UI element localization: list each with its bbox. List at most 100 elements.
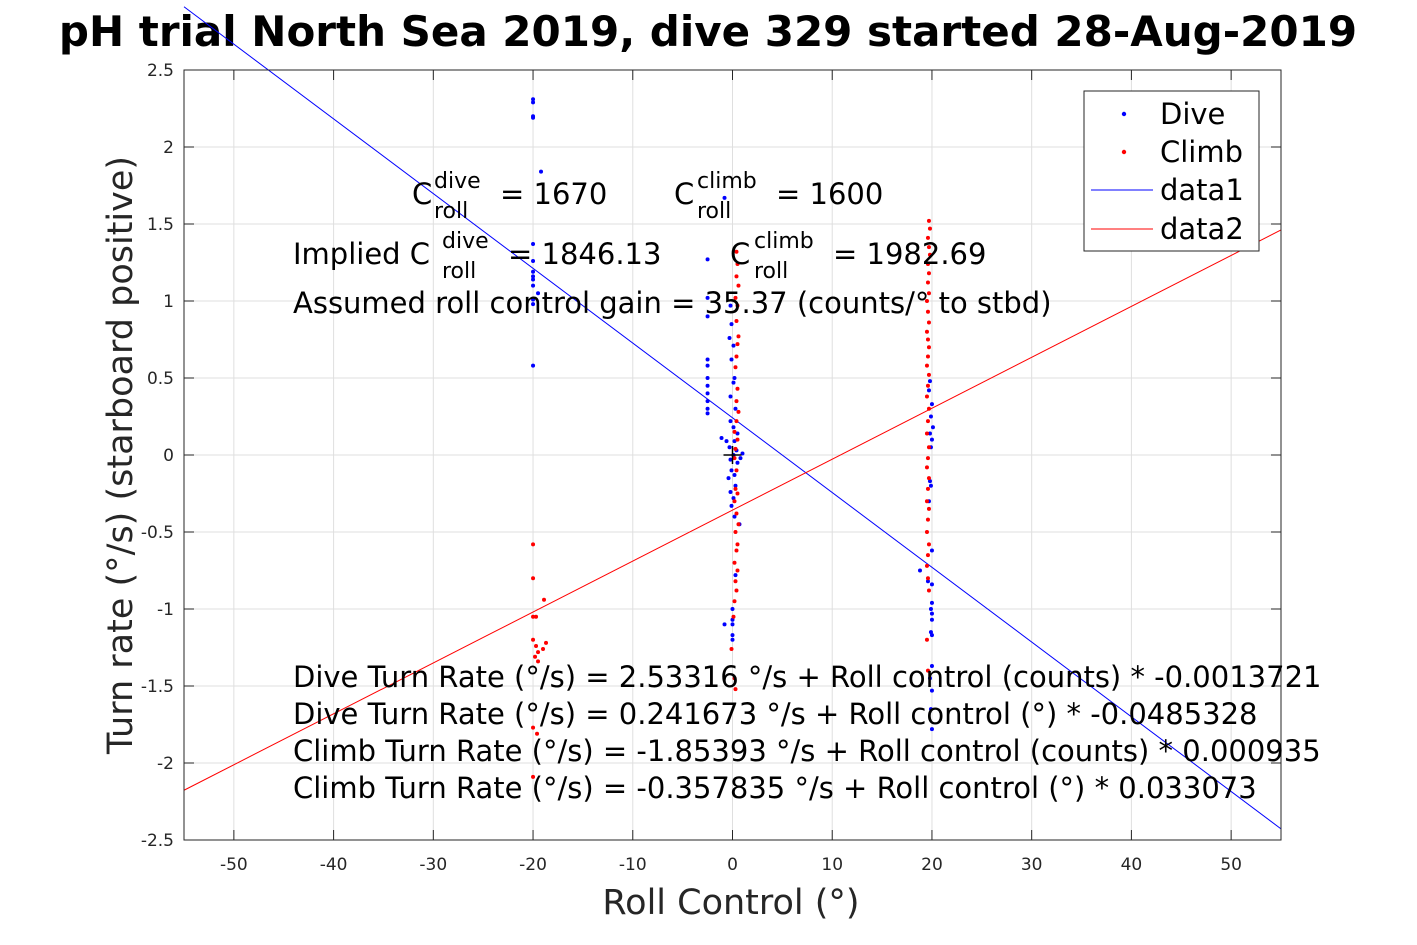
dive-point	[926, 388, 931, 393]
dive-point	[928, 707, 933, 712]
climb-point	[734, 548, 739, 553]
cdive-annotation: C dive roll = 1670	[412, 169, 607, 224]
dive-point	[531, 242, 536, 247]
climb-point	[926, 291, 931, 296]
legend-dive-label: Dive	[1160, 97, 1225, 131]
dive-point	[929, 611, 934, 616]
climb-point	[534, 614, 539, 619]
cclimb-sub: roll	[697, 199, 731, 224]
dive-point	[705, 399, 710, 404]
dive-point	[929, 437, 934, 442]
dive-point	[705, 314, 710, 319]
dive-point	[929, 688, 934, 693]
climb-point	[732, 429, 737, 434]
climb-point	[735, 568, 740, 573]
legend-data2-label: data2	[1160, 212, 1244, 246]
gain-annotation: Assumed roll control gain = 35.37 (count…	[293, 286, 1052, 320]
climb-point	[732, 456, 737, 461]
dive-point	[539, 169, 544, 174]
climb-point	[925, 576, 930, 581]
legend: Dive Climb data1 data2	[1083, 90, 1260, 252]
climb-point	[734, 249, 739, 254]
dive-point	[705, 411, 710, 416]
dive-point	[730, 607, 735, 611]
climb-point	[536, 659, 541, 664]
implied-climb-value: = 1982.69	[833, 237, 986, 271]
dive-point	[724, 439, 729, 444]
x-tick-label: 30	[1021, 855, 1043, 875]
dive-point	[727, 335, 732, 340]
dive-point	[722, 195, 727, 200]
legend-climb-marker	[1121, 149, 1127, 155]
dive-point	[705, 406, 710, 411]
climb-point	[925, 383, 930, 388]
dive-point	[729, 468, 734, 473]
dive-point	[732, 514, 737, 519]
dive-point	[735, 431, 740, 436]
dive-point	[732, 473, 737, 478]
dive-point	[928, 630, 933, 635]
cclimb-annotation: C climb roll = 1600	[674, 169, 883, 224]
climb-point	[734, 588, 739, 593]
eq-line-1: Dive Turn Rate (°/s) = 2.53316 °/s + Rol…	[293, 660, 1321, 694]
y-tick-label: -1	[157, 600, 174, 620]
implied-climb-sup: climb	[754, 229, 814, 254]
dive-point	[929, 402, 934, 407]
cdive-sup: dive	[434, 169, 481, 194]
dive-point	[728, 419, 733, 424]
implied-climb-base: C	[730, 237, 750, 271]
climb-point	[544, 640, 549, 645]
dive-point	[731, 496, 736, 501]
dive-point	[929, 548, 934, 553]
climb-point	[534, 643, 539, 648]
y-tick-label: 0	[163, 446, 174, 466]
dive-point	[730, 633, 735, 638]
climb-point	[925, 337, 930, 342]
dive-point	[705, 257, 710, 262]
y-tick-label: -0.5	[141, 523, 174, 543]
chart-title: pH trial North Sea 2019, dive 329 starte…	[59, 7, 1357, 56]
dive-point	[536, 291, 541, 296]
climb-point	[735, 386, 740, 391]
legend-climb-label: Climb	[1160, 135, 1243, 169]
cdive-value: = 1670	[500, 177, 607, 211]
dive-point	[930, 425, 935, 430]
dive-point	[731, 425, 736, 430]
climb-point	[924, 329, 929, 334]
dive-point	[531, 277, 536, 282]
legend-data1-label: data1	[1160, 173, 1244, 207]
x-tick-label: -40	[320, 855, 348, 875]
dive-point	[531, 97, 536, 102]
climb-point	[733, 687, 738, 692]
dive-point	[705, 363, 710, 368]
dive-point	[531, 269, 536, 274]
x-tick-label: -30	[419, 855, 447, 875]
dive-point	[727, 445, 732, 450]
implied-dive-value: = 1846.13	[508, 237, 661, 271]
climb-point	[924, 499, 929, 504]
y-axis-ticks: -2.5 -2 -1.5 -1 -0.5 0 0.5 1 1.5 2 2.5	[141, 61, 1281, 851]
dive-point	[729, 357, 734, 362]
dive-point	[927, 479, 932, 484]
y-tick-label: -2	[157, 754, 174, 774]
climb-point	[735, 262, 740, 267]
dive-point	[929, 617, 934, 622]
plot-border	[183, 69, 1282, 841]
dive-point	[705, 376, 710, 380]
implied-prefix: Implied C	[293, 237, 430, 271]
climb-point	[926, 506, 931, 511]
climb-point	[732, 676, 737, 681]
x-tick-label: 50	[1220, 855, 1242, 875]
climb-point	[925, 419, 930, 424]
dive-point	[929, 663, 934, 668]
climb-point	[924, 299, 929, 303]
climb-point	[542, 597, 547, 602]
implied-annotation: Implied C dive roll = 1846.13 C climb ro…	[293, 229, 986, 284]
eq-line-3: Climb Turn Rate (°/s) = -1.85393 °/s + R…	[293, 734, 1321, 768]
implied-climb-sub: roll	[754, 259, 788, 284]
climb-point	[736, 334, 741, 339]
climb-point	[531, 576, 536, 581]
x-tick-label: -20	[519, 855, 547, 875]
climb-point	[735, 342, 740, 347]
climb-point	[926, 406, 931, 411]
